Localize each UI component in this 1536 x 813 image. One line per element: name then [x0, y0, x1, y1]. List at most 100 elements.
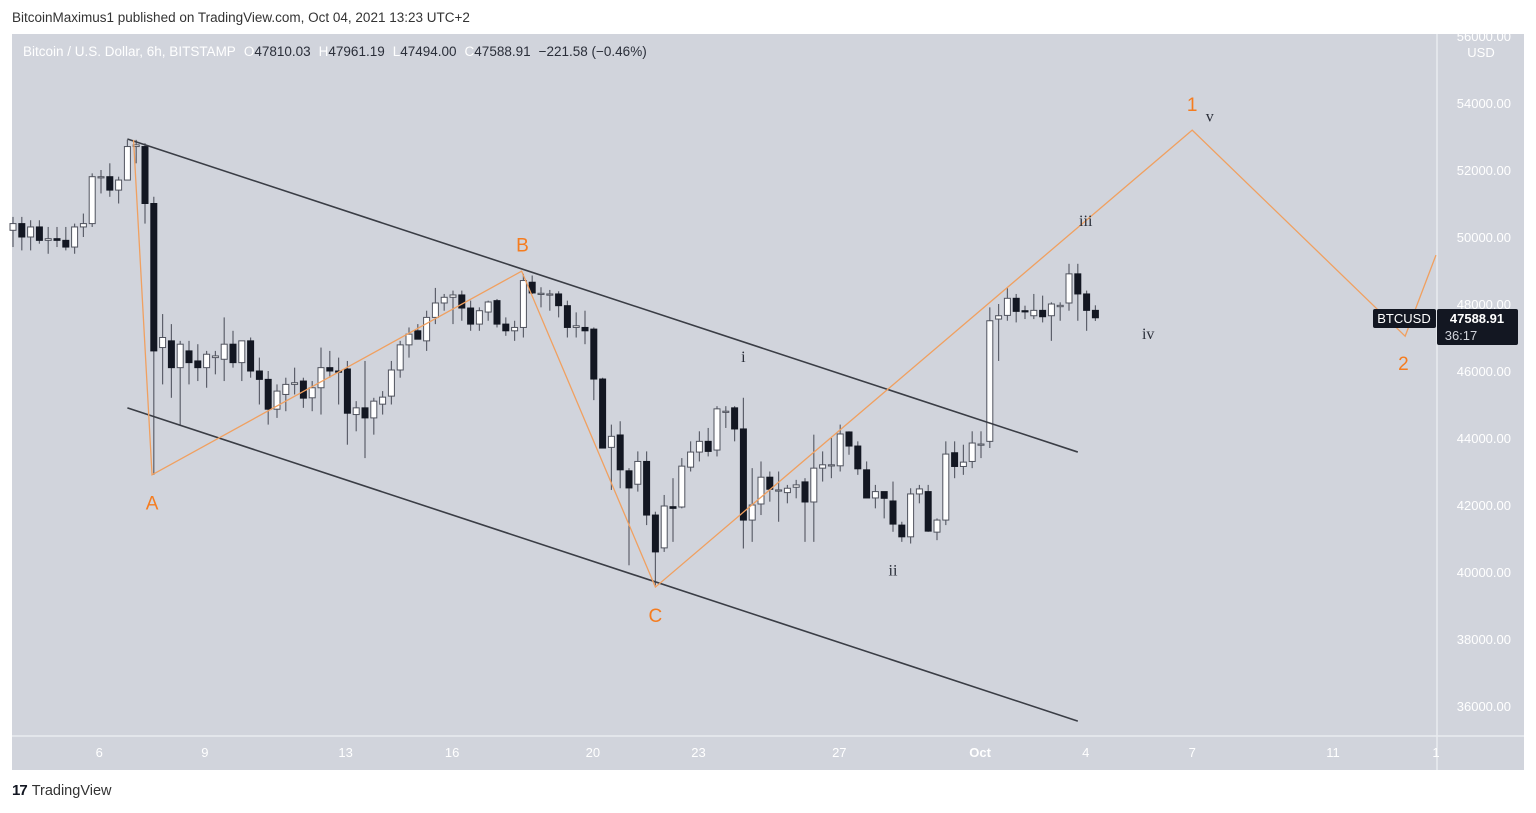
candle [801, 478, 809, 542]
candle-body-up [211, 355, 219, 359]
candle [247, 337, 255, 378]
candle [62, 226, 70, 251]
candle-body-up [123, 146, 131, 181]
candle-body-down [590, 328, 598, 380]
candle [625, 468, 633, 566]
candle [449, 290, 457, 325]
price-tick-label: 52000.00 [1457, 163, 1511, 178]
candle [326, 350, 334, 378]
candle [370, 397, 378, 435]
candle-body-up [871, 491, 879, 499]
candle [414, 324, 422, 340]
time-axis[interactable]: 6 9 13 16 20 23 27 Oct 4 7 11 1 [96, 745, 1440, 760]
candle-body-down [229, 343, 237, 364]
wave-label-minor[interactable]: v [1206, 108, 1214, 125]
candle-body-down [343, 368, 351, 414]
wave-label-minor[interactable]: iii [1079, 213, 1093, 230]
candle [695, 431, 703, 462]
wave-label-minor[interactable]: ii [889, 563, 898, 580]
time-tick-label: 27 [832, 745, 846, 760]
candle [53, 226, 61, 248]
channel-line-upper[interactable] [127, 138, 1079, 453]
symbol-tag-bg [1373, 309, 1436, 328]
candle [9, 216, 17, 248]
candle-body-down [1039, 309, 1047, 318]
price-tick-label: 54000.00 [1457, 96, 1511, 111]
candle-body-up [1003, 297, 1011, 316]
candle-body-up [27, 226, 35, 238]
tradingview-branding[interactable]: 17 TradingView [12, 782, 111, 799]
candle [132, 139, 140, 164]
candle [176, 340, 184, 425]
wave-label-major[interactable]: B [516, 235, 529, 256]
candle [757, 461, 765, 516]
candle [1039, 295, 1047, 323]
candle [845, 431, 853, 455]
candle [731, 406, 739, 442]
candle-body-down [1091, 309, 1099, 319]
candle [924, 484, 932, 532]
candle [484, 300, 492, 321]
candle-body-down [924, 491, 932, 532]
candle-body-up [132, 144, 140, 148]
candle-body-up [220, 343, 228, 360]
candle-body-down [845, 431, 853, 447]
candle [669, 478, 677, 542]
wave-label-major[interactable]: 2 [1398, 354, 1409, 375]
candle-body-down [599, 378, 607, 449]
candle [1083, 290, 1091, 331]
candle [291, 367, 299, 395]
price-axis[interactable]: 56000.00 54000.00 52000.00 50000.00 48000.00… [1457, 29, 1511, 714]
candle [27, 220, 35, 251]
candle-body-up [511, 326, 519, 332]
candle [607, 424, 615, 490]
candle-body-down [247, 340, 255, 372]
time-tick-label: 16 [445, 745, 459, 760]
candle-body-up [537, 292, 545, 295]
candle-body-up [819, 464, 827, 469]
candle-body-up [9, 223, 17, 231]
elliott-wave-path[interactable] [132, 129, 1437, 589]
candle-body-up [291, 382, 299, 385]
candle [502, 317, 510, 336]
candle [836, 424, 844, 472]
candle [18, 216, 26, 251]
candle [968, 431, 976, 469]
candle-body-down [801, 481, 809, 503]
candle [493, 298, 501, 328]
price-tick-label: 36000.00 [1457, 699, 1511, 714]
candle-body-up [968, 442, 976, 462]
candle-body-down [167, 340, 175, 369]
wave-label-major[interactable]: C [649, 606, 663, 627]
tradingview-wordmark: TradingView [31, 782, 112, 799]
candle-body-down [1074, 273, 1082, 295]
wave-label-minor[interactable]: i [741, 349, 746, 366]
candle-body-down [616, 434, 624, 471]
bar-countdown: 36:17 [1445, 328, 1478, 343]
publish-info: BitcoinMaximus1 published on TradingView… [12, 10, 470, 25]
wave-label-major[interactable]: 1 [1187, 95, 1198, 116]
candle [889, 481, 897, 532]
wave-label-major[interactable]: A [146, 493, 159, 514]
candle-body-up [387, 369, 395, 397]
candle [599, 377, 607, 449]
low-label: L [392, 44, 401, 59]
channel-lines [127, 138, 1079, 722]
symbol-title: Bitcoin / U.S. Dollar, 6h, BITSTAMP [23, 44, 236, 59]
channel-line-lower[interactable] [127, 407, 1079, 722]
candle [713, 406, 721, 457]
candle-body-down [18, 223, 26, 238]
candle [194, 344, 202, 382]
candle-body-down [255, 370, 263, 380]
candle [616, 421, 624, 489]
candle [97, 170, 105, 194]
candle [1003, 288, 1011, 321]
candle-body-up [722, 410, 730, 413]
candle-body-down [563, 305, 571, 328]
wave-label-minor[interactable]: iv [1142, 326, 1154, 343]
candle-body-up [1056, 304, 1064, 308]
candle-body-up [405, 333, 413, 346]
